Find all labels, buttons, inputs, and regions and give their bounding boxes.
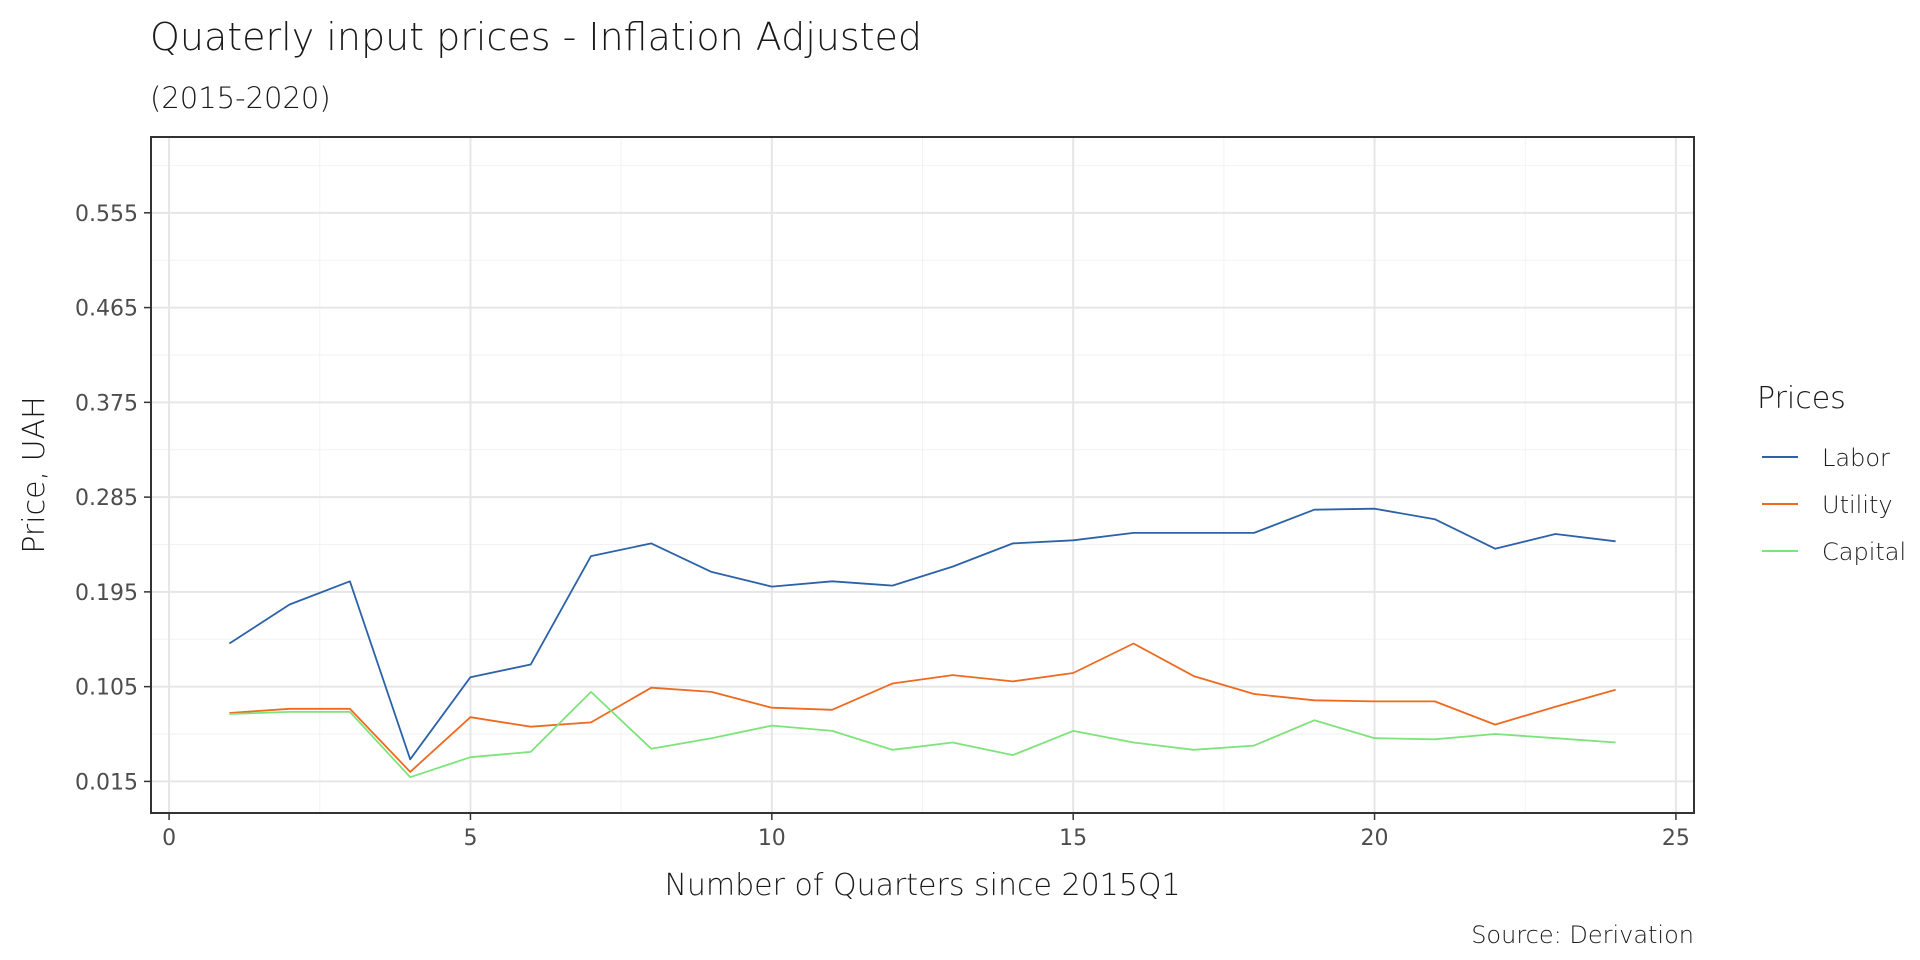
series-line-labor [228,507,1616,761]
y-tick-label: 0.555 [75,202,138,227]
y-tick-label: 0.465 [75,297,138,322]
legend-title: Prices [1757,381,1846,416]
chart-subtitle: (2015-2020) [150,81,331,115]
x-tick-label: 20 [1361,826,1389,851]
y-tick-label: 0.285 [75,486,138,511]
grid [151,137,1694,813]
y-tick-label: 0.375 [75,391,138,416]
y-tick-label: 0.105 [75,676,138,701]
legend-label-capital: Capital [1822,538,1906,566]
x-tick-label: 0 [162,826,176,851]
x-tick-label: 10 [758,826,786,851]
legend-label-utility: Utility [1822,491,1893,519]
series-lines [228,507,1616,779]
y-tick-label: 0.015 [75,770,138,795]
x-tick-label: 15 [1059,826,1087,851]
x-tick-label: 25 [1662,826,1690,851]
series-line-utility [229,642,1616,773]
legend: Prices Labor Utility Capital [1757,381,1906,566]
series-line-capital [229,691,1616,779]
x-tick-label: 5 [463,826,477,851]
y-axis-title: Price, UAH [17,396,52,553]
y-tick-label: 0.195 [75,581,138,606]
chart-title: Quaterly input prices - Inflation Adjust… [150,15,922,59]
source-caption: Source: Derivation [1471,921,1694,949]
axes: 0 5 10 15 20 25 0.015 0.105 0.195 0.285 0.375 0.465… [75,202,1690,851]
x-axis-title: Number of Quarters since 2015Q1 [664,868,1180,903]
legend-label-labor: Labor [1822,444,1890,472]
plot-panel-border [150,136,1695,814]
